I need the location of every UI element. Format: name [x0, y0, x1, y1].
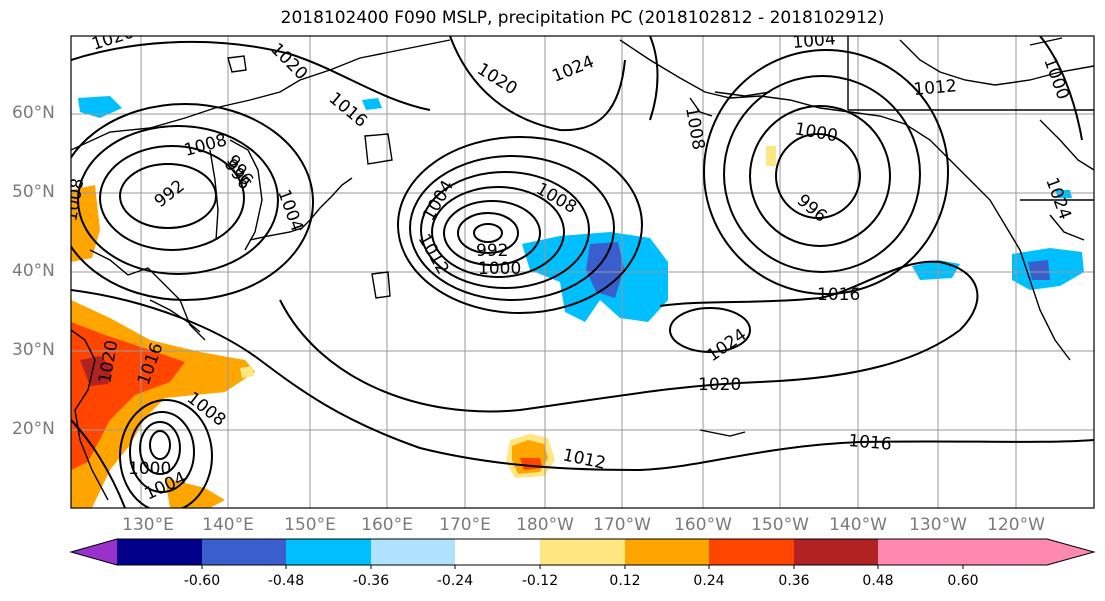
colorbar-tick-label: -0.48 [267, 573, 305, 589]
isobar-label: 1020 [698, 375, 741, 395]
lon-label: 120°W [987, 515, 1045, 535]
isobar-label: 1016 [817, 285, 860, 305]
lon-label: 170°E [439, 515, 491, 535]
colorbar-tick-label: 0.12 [609, 573, 641, 589]
lon-label: 170°W [593, 515, 651, 535]
isobar-label: 1004 [792, 29, 837, 53]
lat-label: 40°N [12, 261, 55, 281]
colorbar-segment [455, 539, 540, 565]
colorbar-tick-label: 0.24 [693, 573, 725, 589]
colorbar-tick-label: -0.24 [436, 573, 474, 589]
colorbar-tick-label: -0.60 [183, 573, 221, 589]
colorbar-segment [286, 539, 371, 565]
colorbar-segment [794, 539, 878, 565]
colorbar [69, 538, 1096, 569]
colorbar-tick-label: 0.36 [778, 573, 810, 589]
isobar-label: 1000 [128, 459, 171, 479]
colorbar-right-extension [963, 539, 1094, 565]
lat-label: 30°N [12, 340, 55, 360]
colorbar-segment [878, 539, 963, 565]
lon-label: 130°W [909, 515, 967, 535]
colorbar-tick-label: 0.48 [862, 573, 894, 589]
lat-label: 60°N [12, 103, 55, 123]
colorbar-segment [540, 539, 625, 565]
colorbar-tick-label: -0.36 [352, 573, 390, 589]
colorbar-segment [371, 539, 455, 565]
lon-label: 160°E [361, 515, 413, 535]
lon-label: 130°E [122, 515, 174, 535]
lon-label: 180°W [516, 515, 574, 535]
colorbar-tick-label: 0.60 [947, 573, 979, 589]
lat-label: 20°N [12, 419, 55, 439]
isobar-labels: 1020 1020 1016 1020 1024 1004 1012 1000 … [71, 29, 1075, 505]
colorbar-segment [202, 539, 286, 565]
isobars [71, 36, 1094, 508]
map-title: 2018102400 F090 MSLP, precipitation PC (… [280, 8, 885, 28]
isobar-label: 1012 [913, 76, 958, 100]
lon-label: 160°W [674, 515, 732, 535]
colorbar-segment [625, 539, 709, 565]
isobar-label: 1000 [478, 259, 521, 279]
colorbar-left-extension [71, 539, 117, 565]
map-frame [70, 35, 1095, 509]
lon-label: 150°E [284, 515, 336, 535]
colorbar-tick-label: -0.12 [521, 573, 559, 589]
isobar-label: 992 [476, 241, 508, 261]
colorbar-segment [709, 539, 794, 565]
lat-label: 50°N [12, 182, 55, 202]
lon-label: 140°W [829, 515, 887, 535]
lon-label: 140°E [202, 515, 254, 535]
colorbar-outline [69, 538, 1096, 566]
isobar-label: 1016 [848, 431, 893, 455]
lon-label: 150°W [751, 515, 809, 535]
colorbar-segment [117, 539, 202, 565]
